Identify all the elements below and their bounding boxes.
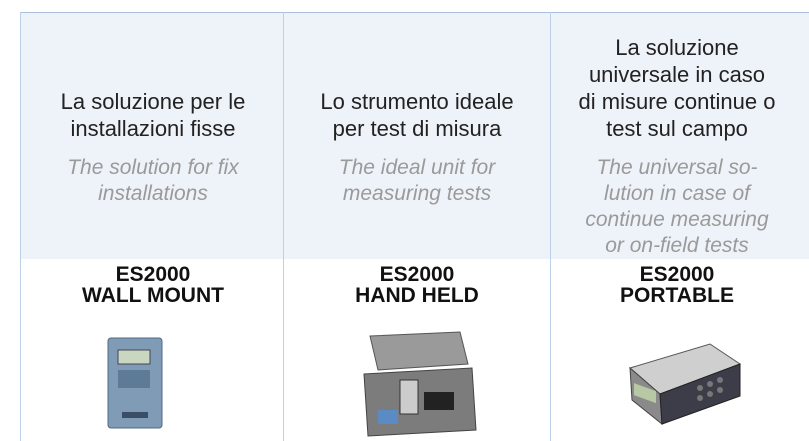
product-cell: ES2000 PORTABLE (544, 264, 809, 314)
product-line: ES2000 (639, 263, 715, 286)
column-divider (20, 12, 21, 441)
product-line: HAND HELD (355, 284, 479, 307)
italian-line: test sul campo (606, 116, 748, 141)
italian-line: di misure continue o (578, 89, 776, 114)
product-name: ES2000 WALL MOUNT (20, 264, 286, 306)
english-cell: The solution for fix installations (20, 155, 286, 255)
italian-line: universale in caso (588, 62, 766, 87)
italian-cell: La soluzione per le installazioni fisse (20, 20, 286, 142)
product-line: WALL MOUNT (82, 284, 224, 307)
english-line: or on-field tests (605, 234, 749, 257)
english-text: The ideal unit for measuring tests (284, 155, 550, 207)
english-line: lution in case of (604, 182, 750, 205)
hand-held-image (363, 331, 477, 437)
wall-mount-image (107, 337, 163, 429)
english-text: The universal so-lution in case of contin… (544, 155, 809, 259)
english-text: The solution for fix installations (20, 155, 286, 207)
column-divider (283, 12, 284, 441)
product-line: ES2000 (379, 263, 455, 286)
english-line: The universal so- (596, 156, 758, 179)
italian-cell: Lo strumento ideale per test di misura (284, 20, 550, 142)
english-line: The solution for fix (67, 156, 239, 179)
english-line: measuring tests (342, 182, 492, 205)
italian-text: La soluzione universale in caso di misure … (544, 34, 809, 142)
italian-text: La soluzione per le installazioni fisse (20, 88, 286, 142)
product-line: ES2000 (115, 263, 191, 286)
product-cell: ES2000 WALL MOUNT (20, 264, 286, 314)
portable-image (628, 343, 742, 426)
italian-line: La soluzione (615, 35, 739, 60)
english-line: installations (98, 182, 208, 205)
italian-text: Lo strumento ideale per test di misura (284, 88, 550, 142)
italian-cell: La soluzione universale in caso di misure … (544, 20, 809, 142)
header-band (20, 12, 809, 259)
column-divider (550, 12, 551, 441)
italian-line: La soluzione per le (60, 89, 246, 114)
product-name: ES2000 PORTABLE (544, 264, 809, 306)
english-line: continue measuring (585, 208, 769, 231)
english-line: The ideal unit for (338, 156, 496, 179)
english-cell: The ideal unit for measuring tests (284, 155, 550, 255)
italian-line: per test di misura (332, 116, 502, 141)
product-name: ES2000 HAND HELD (284, 264, 550, 306)
italian-line: installazioni fisse (70, 116, 236, 141)
italian-line: Lo strumento ideale (320, 89, 514, 114)
english-cell: The universal so-lution in case of contin… (544, 155, 809, 257)
product-line: PORTABLE (620, 284, 734, 307)
product-cell: ES2000 HAND HELD (284, 264, 550, 314)
